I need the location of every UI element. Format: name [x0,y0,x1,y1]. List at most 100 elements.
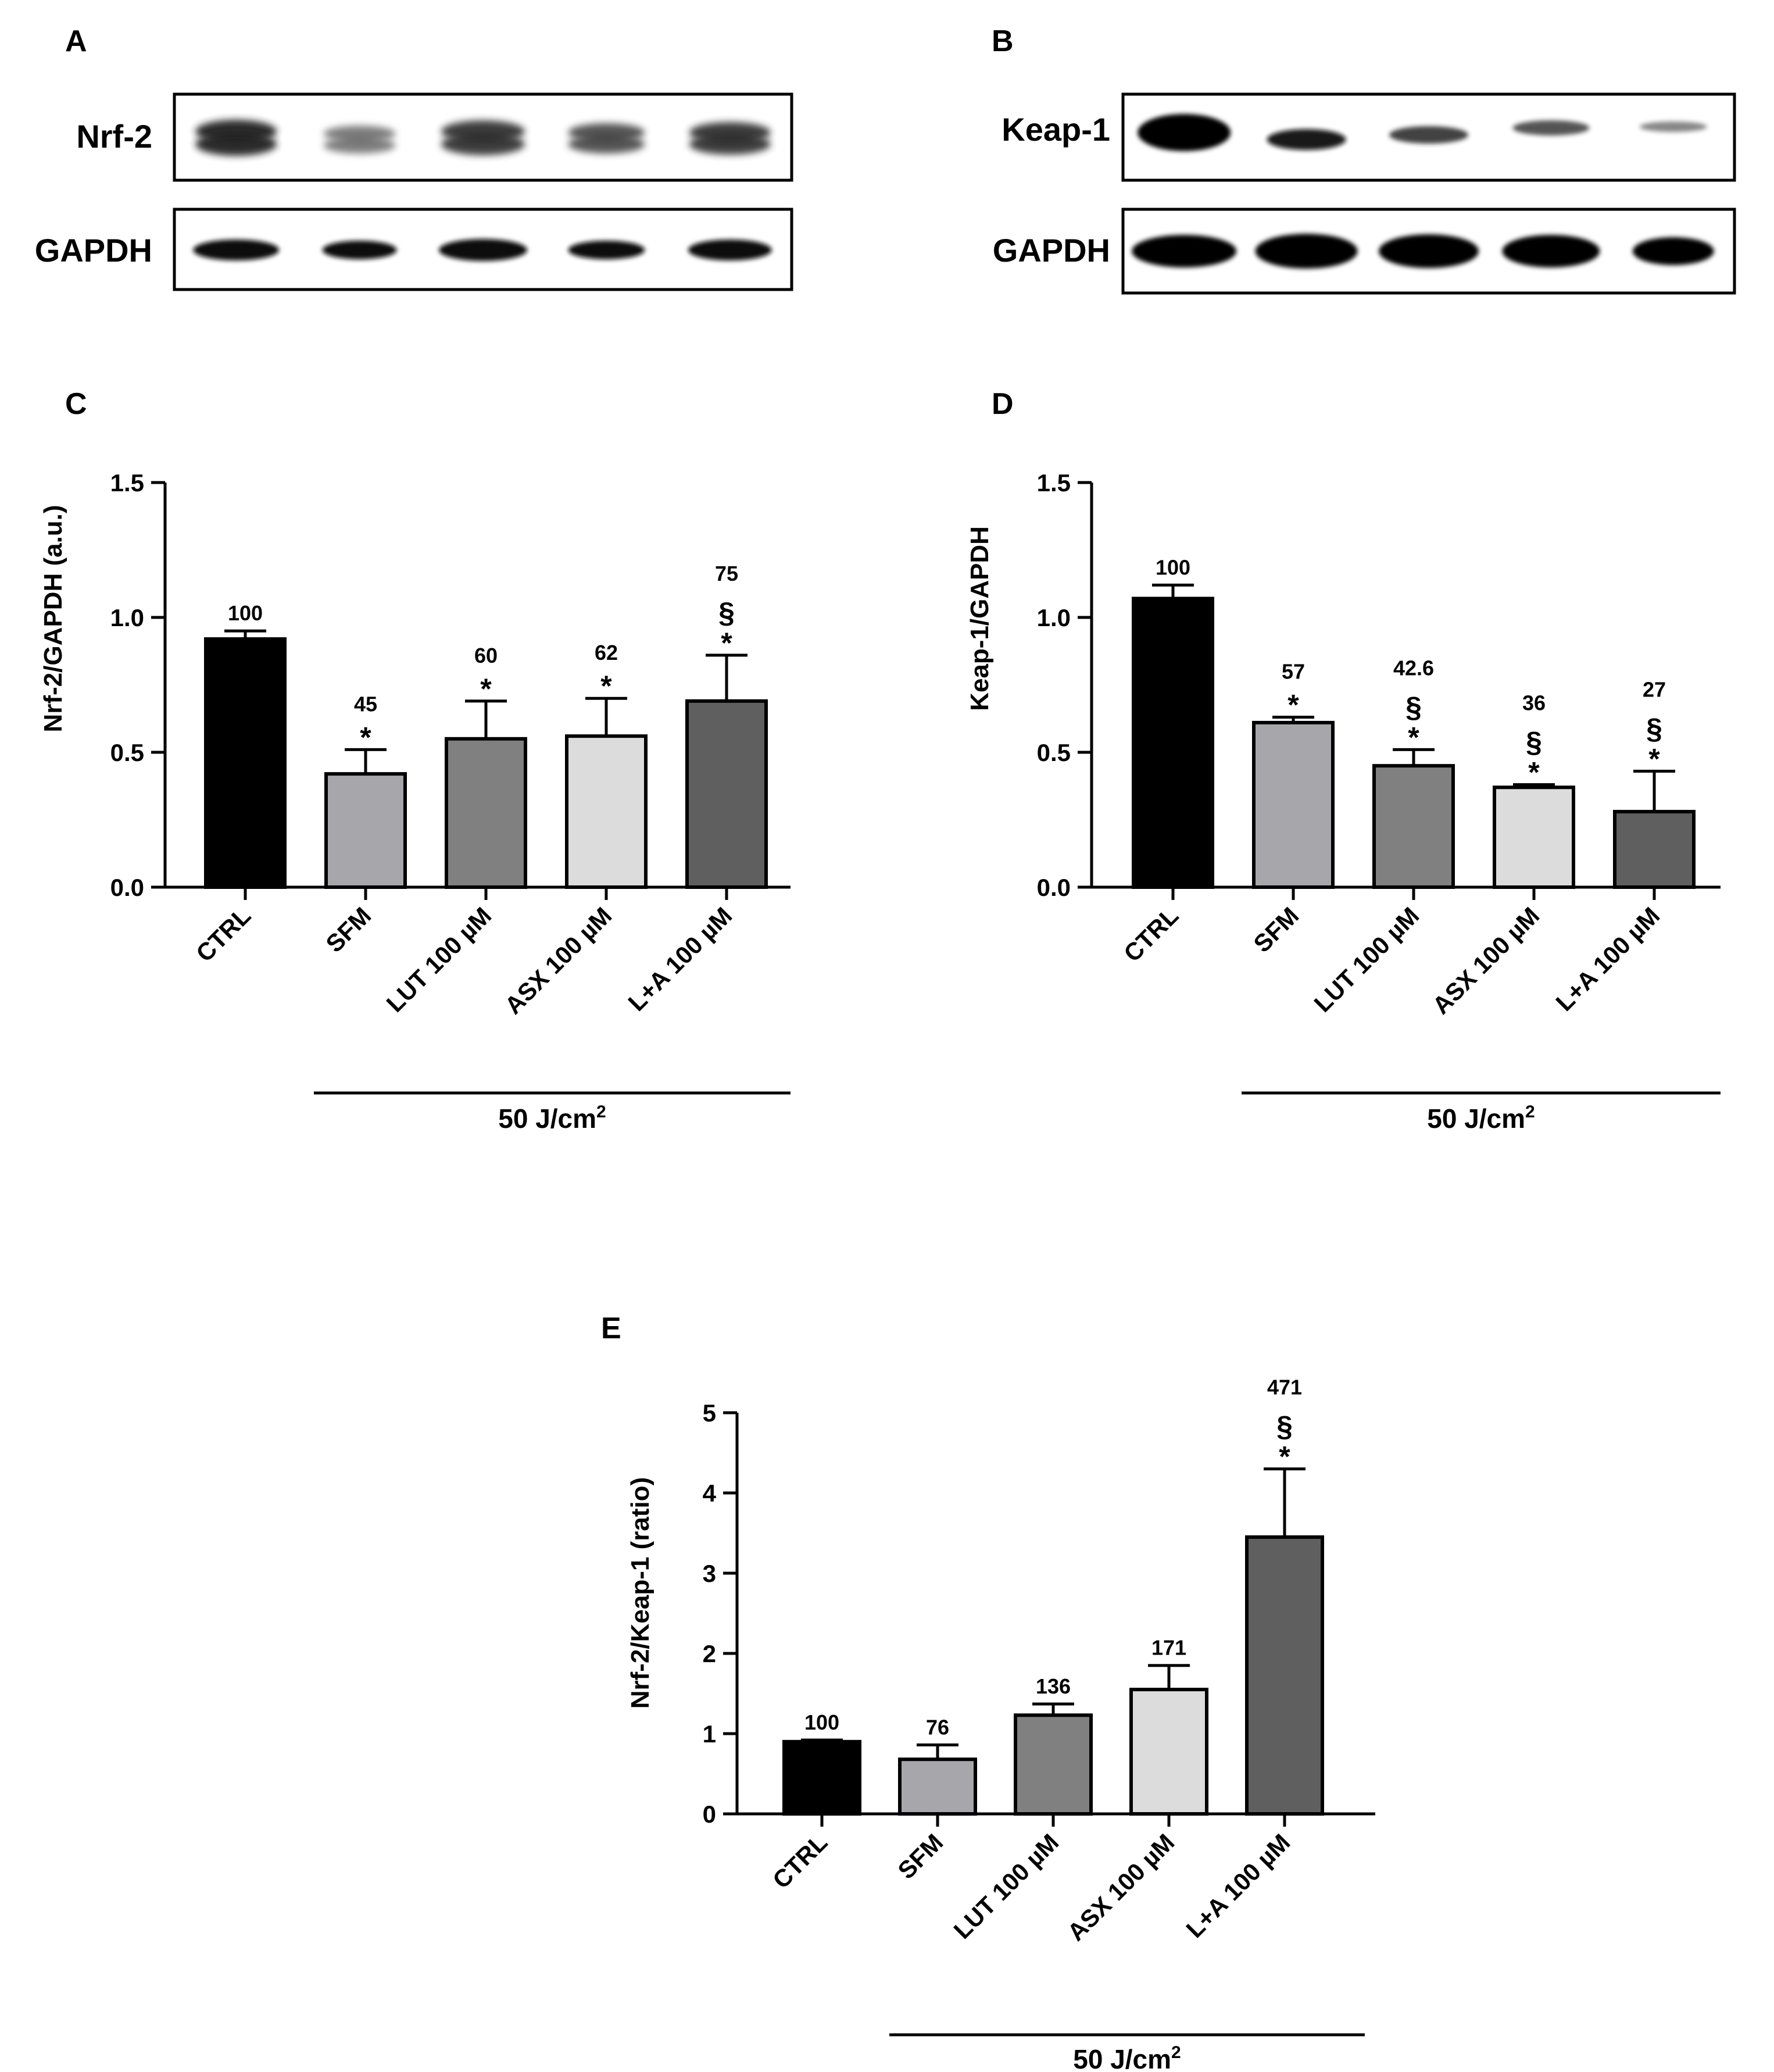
chart-d-group-label: 50 J/cm2 [1427,1102,1535,1134]
chart-e-asterisk: * [1279,1441,1290,1473]
chart-c-value-label: 45 [354,692,377,716]
chart-d-ytick-label: 1.5 [1037,469,1071,496]
chart-d-value-label: 100 [1156,555,1190,579]
chart-d-category-label: L+A 100 µM [1550,902,1665,1016]
chart-c-ytick-label: 1.0 [110,604,144,631]
chart-d-bar [1372,764,1455,889]
chart-d-value-label: 27 [1643,677,1666,701]
chart-c-asterisk: * [480,673,492,705]
nrf2-band [323,137,396,153]
chart-c-ytick-label: 0.5 [110,739,144,766]
chart-c-bar [204,637,287,889]
gapdh-a-band [568,241,645,259]
chart-d-category-label: SFM [1248,902,1304,958]
gapdh-a-band [688,240,772,260]
chart-c-group-label: 50 J/cm2 [498,1102,606,1134]
chart-c: C Nrf-2/GAPDH (a.u.) 0.0 0.5 1.0 1.5 CTRL 100… [39,387,791,1134]
chart-d-value-label: 57 [1282,660,1305,684]
chart-e-section-mark: § [1276,1410,1293,1443]
gapdh-a-band [439,239,527,261]
chart-e-ytick-label: 2 [703,1640,716,1667]
keap1-band [1267,129,1346,150]
chart-d-section-mark: § [1646,712,1662,745]
chart-d-ytick-label: 1.0 [1037,604,1071,631]
keap1-band [1138,114,1231,151]
gapdh-b-band [1379,234,1479,268]
chart-e-bar [782,1739,861,1816]
chart-c-category-label: ASX 100 µM [499,902,617,1019]
chart-c-asterisk: * [600,670,612,702]
nrf2-band [323,126,396,142]
chart-e-value-label: 76 [926,1715,949,1739]
chart-e-value-label: 171 [1151,1636,1186,1660]
nrf2-band [441,133,525,155]
chart-e-category-label: LUT 100 µM [948,1828,1064,1944]
blot-label-nrf2: Nrf-2 [76,118,152,155]
chart-e-bar [1129,1688,1208,1816]
gapdh-b-band [1255,234,1358,269]
chart-e-ylabel: Nrf-2/Keap-1 (ratio) [626,1477,654,1709]
nrf2-band [568,135,645,153]
nrf2-band [689,134,771,155]
chart-d-section-mark: § [1526,726,1542,759]
panel-b-letter: B [992,24,1014,58]
chart-d-asterisk: * [1287,689,1299,721]
chart-e-group-label-sup: 2 [1171,2043,1181,2062]
chart-e-ytick-label: 3 [703,1560,716,1587]
chart-d-value-label: 42.6 [1393,656,1434,680]
chart-c-bar [324,772,407,889]
panel-b: B Keap-1 GAPDH [992,24,1736,295]
nrf2-band [195,133,277,156]
gapdh-a-band [322,241,397,259]
chart-d: D Keap-1/GAPDH 0.0 0.5 1.0 1.5 CTRL 100 SFM * 57… [965,387,1721,1134]
chart-c-group-label-sup: 2 [596,1102,606,1121]
chart-e-letter: E [601,1312,621,1345]
chart-d-category-label: CTRL [1118,902,1183,967]
chart-d-ytick-label: 0.0 [1037,874,1071,901]
chart-e-category-label: CTRL [767,1828,832,1894]
blot-label-gapdh-a: GAPDH [35,232,152,269]
chart-d-bar [1493,785,1575,889]
blot-label-keap1: Keap-1 [1002,111,1110,148]
blot-keap1-bands [1138,114,1707,151]
blot-nrf2-bands [195,120,771,156]
chart-e-value-label: 100 [804,1710,839,1734]
chart-d-section-mark: § [1405,691,1422,723]
chart-d-asterisk: * [1648,742,1660,775]
chart-e-bar [898,1757,977,1816]
chart-d-category-label: LUT 100 µM [1308,902,1424,1017]
chart-e-ytick-label: 0 [703,1801,716,1828]
chart-d-bar [1613,810,1696,889]
keap1-band [1639,122,1707,132]
chart-d-letter: D [992,387,1014,421]
chart-e-ytick-label: 1 [703,1720,716,1748]
chart-d-ytick-label: 0.5 [1037,739,1071,766]
chart-c-ylabel: Nrf-2/GAPDH (a.u.) [39,505,67,732]
chart-c-bar [445,737,527,889]
chart-c-bar [685,699,768,889]
chart-e-category-label: L+A 100 µM [1181,1828,1295,1943]
chart-d-category-label: ASX 100 µM [1427,902,1544,1019]
chart-e-ytick-label: 4 [703,1480,717,1507]
chart-d-ylabel: Keap-1/GAPDH [965,526,994,711]
panel-a: A Nrf-2 GAPDH [35,24,793,291]
chart-d-asterisk: * [1408,721,1419,753]
chart-d-bar [1132,596,1214,889]
chart-c-ytick-label: 1.5 [110,469,144,496]
chart-d-bar [1252,720,1335,889]
blot-gapdh-a-bands [193,239,772,261]
gapdh-b-band [1132,235,1237,267]
chart-c-value-label: 75 [715,562,738,585]
chart-e-bar [1245,1535,1324,1816]
gapdh-b-band [1502,235,1600,267]
blot-gapdh-b-bands [1132,234,1714,269]
chart-c-category-label: CTRL [191,902,256,967]
chart-c-value-label: 100 [228,601,263,625]
keap1-band [1389,126,1468,144]
chart-e-value-label: 471 [1267,1376,1302,1399]
gapdh-b-band [1632,237,1714,265]
chart-e-bar [1014,1713,1093,1816]
gapdh-a-band [193,240,280,260]
chart-d-asterisk: * [1528,756,1540,789]
